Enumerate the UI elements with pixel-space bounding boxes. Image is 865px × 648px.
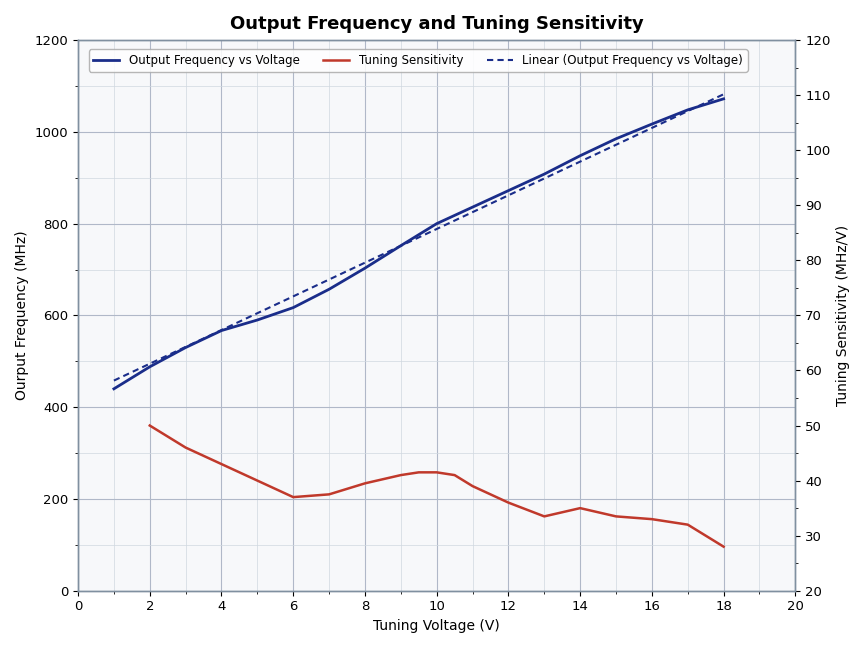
Y-axis label: Ourput Frequency (MHz): Ourput Frequency (MHz) [15, 231, 29, 400]
Tuning Sensitivity [503, 499, 514, 507]
Tuning Sensitivity [467, 482, 477, 490]
Output Frequency vs Voltage [216, 327, 227, 334]
Tuning Sensitivity [539, 513, 549, 520]
Tuning Sensitivity [647, 515, 657, 523]
Title: Output Frequency and Tuning Sensitivity: Output Frequency and Tuning Sensitivity [230, 15, 644, 33]
Output Frequency vs Voltage [288, 304, 298, 312]
Output Frequency vs Voltage [719, 95, 729, 103]
Tuning Sensitivity [395, 471, 406, 479]
Output Frequency vs Voltage [181, 343, 191, 351]
Output Frequency vs Voltage [503, 187, 514, 194]
Tuning Sensitivity [216, 460, 227, 468]
Tuning Sensitivity [324, 491, 334, 498]
Tuning Sensitivity [413, 469, 424, 476]
Output Frequency vs Voltage [324, 285, 334, 293]
Tuning Sensitivity [682, 521, 693, 529]
Output Frequency vs Voltage [539, 170, 549, 178]
Tuning Sensitivity [432, 469, 442, 476]
Output Frequency vs Voltage [611, 135, 621, 143]
Output Frequency vs Voltage [647, 120, 657, 128]
Tuning Sensitivity [575, 504, 586, 512]
Line: Output Frequency vs Voltage: Output Frequency vs Voltage [114, 99, 724, 389]
Tuning Sensitivity [450, 471, 460, 479]
Y-axis label: Tuning Sensitivity (MHz/V): Tuning Sensitivity (MHz/V) [836, 225, 850, 406]
Output Frequency vs Voltage [360, 264, 370, 272]
Legend: Output Frequency vs Voltage, Tuning Sensitivity, Linear (Output Frequency vs Vol: Output Frequency vs Voltage, Tuning Sens… [89, 49, 747, 71]
Tuning Sensitivity [253, 477, 263, 485]
Output Frequency vs Voltage [253, 316, 263, 324]
Tuning Sensitivity [181, 444, 191, 452]
X-axis label: Tuning Voltage (V): Tuning Voltage (V) [374, 619, 500, 633]
Tuning Sensitivity [360, 480, 370, 487]
Tuning Sensitivity [719, 543, 729, 551]
Output Frequency vs Voltage [432, 220, 442, 227]
Tuning Sensitivity [288, 493, 298, 501]
Line: Tuning Sensitivity: Tuning Sensitivity [150, 426, 724, 547]
Output Frequency vs Voltage [467, 203, 477, 211]
Output Frequency vs Voltage [395, 242, 406, 249]
Output Frequency vs Voltage [109, 385, 119, 393]
Output Frequency vs Voltage [144, 363, 155, 371]
Output Frequency vs Voltage [575, 152, 586, 159]
Tuning Sensitivity [144, 422, 155, 430]
Tuning Sensitivity [611, 513, 621, 520]
Output Frequency vs Voltage [682, 106, 693, 114]
